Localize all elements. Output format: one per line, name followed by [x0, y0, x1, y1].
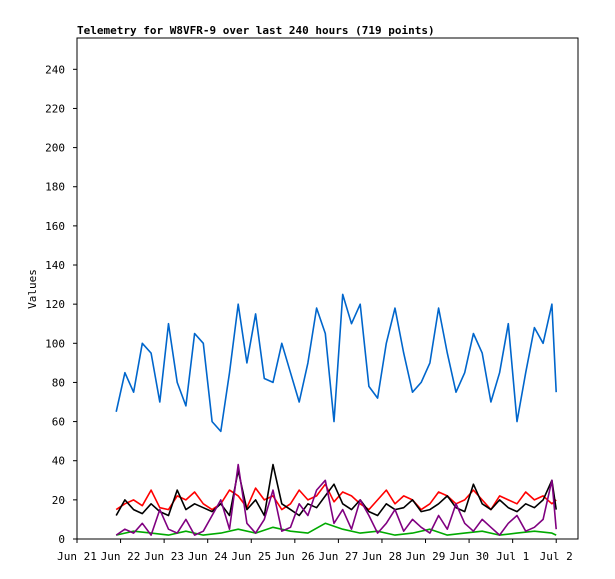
x-tick-label: Jun 27 [319, 550, 359, 563]
series-line-2 [115, 463, 557, 517]
y-tick-label: 160 [45, 220, 65, 233]
y-tick-label: 240 [45, 63, 65, 76]
x-tick-label: Jun 23 [144, 550, 184, 563]
y-tick-label: 200 [45, 142, 65, 155]
y-tick-label: 220 [45, 102, 65, 115]
x-tick-label: Jul 2 [540, 550, 573, 563]
series-line-4 [115, 463, 557, 536]
y-tick-label: 180 [45, 181, 65, 194]
y-axis-label: Values [26, 269, 39, 309]
series-line-3 [116, 522, 557, 536]
y-tick-label: 140 [45, 259, 65, 272]
y-tick-label: 20 [52, 494, 65, 507]
y-tick-label: 100 [45, 337, 65, 350]
y-tick-label: 0 [58, 533, 65, 546]
x-tick-label: Jun 30 [449, 550, 489, 563]
series-layer [115, 293, 557, 536]
series-line-0 [115, 293, 557, 433]
x-tick-label: Jun 24 [188, 550, 228, 563]
plot-frame [76, 37, 579, 540]
x-tick-label: Jul 1 [496, 550, 529, 563]
x-axis: Jun 21 Jun 22 Jun 23 Jun 24 Jun 25 Jun 26 Jun … [57, 539, 573, 563]
x-tick-label: Jun 21 [57, 550, 97, 563]
y-tick-label: 40 [52, 455, 65, 468]
chart-title: Telemetry for W8VFR-9 over last 240 hour… [77, 24, 435, 37]
x-tick-label: Jun 25 [231, 550, 271, 563]
y-tick-label: 120 [45, 298, 65, 311]
y-axis: 0 20 40 60 80 100 120 140 160 180 200 220 240 [45, 63, 77, 546]
series-line-1 [115, 483, 557, 511]
y-tick-label: 60 [52, 416, 65, 429]
x-tick-label: Jun 22 [101, 550, 141, 563]
x-tick-label: Jun 29 [406, 550, 446, 563]
y-tick-label: 80 [52, 376, 65, 389]
x-tick-label: Jun 26 [275, 550, 315, 563]
x-tick-label: Jun 28 [362, 550, 402, 563]
